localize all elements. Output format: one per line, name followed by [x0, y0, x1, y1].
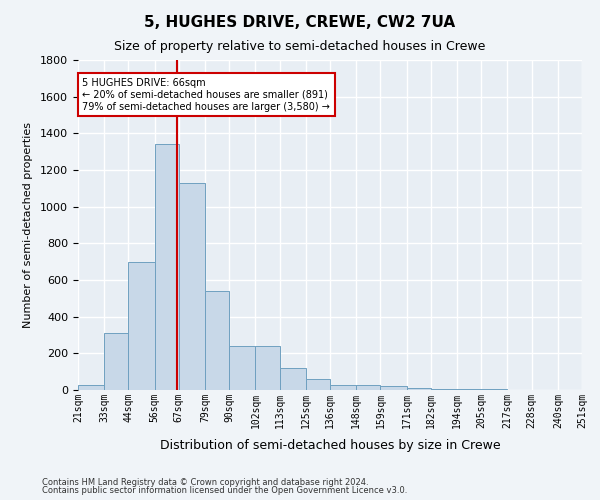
Text: Contains HM Land Registry data © Crown copyright and database right 2024.: Contains HM Land Registry data © Crown c…	[42, 478, 368, 487]
Bar	[407, 388, 431, 390]
Bar	[457, 389, 481, 390]
Bar	[380, 386, 407, 390]
Bar	[128, 262, 155, 390]
Text: Contains public sector information licensed under the Open Government Licence v3: Contains public sector information licen…	[42, 486, 407, 495]
Bar	[78, 384, 104, 390]
Bar	[431, 389, 457, 390]
Text: 5 HUGHES DRIVE: 66sqm
← 20% of semi-detached houses are smaller (891)
79% of sem: 5 HUGHES DRIVE: 66sqm ← 20% of semi-deta…	[82, 78, 330, 112]
Bar	[256, 346, 280, 390]
Bar	[155, 144, 179, 390]
Bar	[356, 384, 380, 390]
Bar	[179, 183, 205, 390]
Bar	[205, 291, 229, 390]
Text: 5, HUGHES DRIVE, CREWE, CW2 7UA: 5, HUGHES DRIVE, CREWE, CW2 7UA	[145, 15, 455, 30]
Bar	[330, 384, 356, 390]
Y-axis label: Number of semi-detached properties: Number of semi-detached properties	[23, 122, 33, 328]
Bar	[229, 346, 256, 390]
Bar	[306, 379, 330, 390]
Bar	[104, 333, 128, 390]
Bar	[280, 368, 306, 390]
Text: Size of property relative to semi-detached houses in Crewe: Size of property relative to semi-detach…	[115, 40, 485, 53]
X-axis label: Distribution of semi-detached houses by size in Crewe: Distribution of semi-detached houses by …	[160, 439, 500, 452]
